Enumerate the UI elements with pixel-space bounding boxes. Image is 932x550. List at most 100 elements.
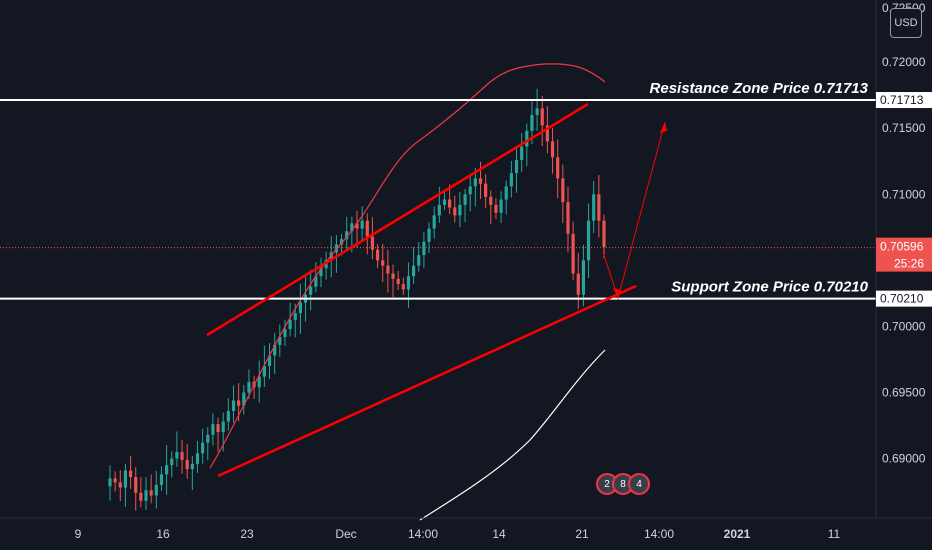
support-zone-label: Support Zone Price 0.70210 [671,279,868,296]
time-tick-label: 9 [75,527,82,541]
price-tick-label: 0.70000 [882,319,926,333]
candle-body [494,204,498,213]
last-price-tag-text: 0.70596 [880,240,924,254]
candle-body [458,204,462,216]
candle-body [561,178,565,203]
candle-body [473,178,477,187]
candle-body [571,233,575,274]
candle-body [226,410,230,422]
time-axis[interactable]: 9 16 23 Dec 14:00 14 21 14:00 2021 11 [0,517,932,541]
moving-averages-layer [209,63,606,521]
candle-body [525,130,529,147]
lower-trend-line [217,284,637,478]
bar-countdown-text: 25:26 [894,257,924,271]
candle-body [509,173,513,187]
candle-body [139,492,143,501]
upper-trend-line [206,102,589,337]
time-tick-label: 14:00 [644,527,674,541]
candle-body [453,207,457,216]
zone-lines-layer: Resistance Zone Price 0.71713 Support Zo… [0,80,876,300]
candle-body [499,199,503,213]
time-tick-label: 16 [156,527,170,541]
candle-body [360,220,364,229]
support-price-tag-text: 0.70210 [880,292,924,306]
candle-body [175,451,179,459]
price-tick-label: 0.71000 [882,187,926,201]
candle-body [484,183,488,197]
candle-body [566,202,570,234]
candle-body [267,355,272,367]
candle-body [206,434,210,443]
candle-body [514,159,519,174]
candle-body [314,276,318,287]
candle-body [602,220,606,248]
candle-body [432,215,436,229]
trend-lines-layer [206,102,667,478]
candle-body [545,125,549,142]
candle-body [345,231,349,240]
candle-body [262,366,266,377]
candle-body [128,470,133,478]
candle-body [597,194,601,221]
price-tick-label: 0.71500 [882,121,926,135]
candle-body [165,465,169,475]
candle-body [468,186,472,195]
candle-body [463,194,467,205]
candle-body [216,424,220,433]
candle-body [324,260,328,269]
candle-body [370,236,375,250]
candle-body [478,178,483,184]
event-flag-icon[interactable]: 4 [628,473,650,495]
candle-body [118,482,122,488]
candle-body [550,141,555,158]
candle-body [247,381,251,393]
candle-body [149,490,153,496]
time-tick-label: 11 [828,527,841,541]
candle-body [309,286,313,295]
time-tick-label: 23 [240,527,254,541]
last-price-tag [876,237,932,272]
candle-body [422,241,426,256]
economic-events[interactable]: 2 8 4 [596,473,650,495]
candle-body [144,490,148,501]
candle-body [231,400,236,411]
time-tick-label: 2021 [724,527,751,541]
moving-average-red [209,63,606,469]
currency-selector-button[interactable]: USD [890,8,922,38]
candle-body [592,194,596,221]
projection-arrow-mid-head [613,288,621,298]
price-tick-label: 0.72000 [882,55,926,69]
candle-body [113,478,117,483]
candle-body [170,458,174,466]
candle-body [293,313,297,320]
candle-body [221,421,225,433]
candle-body [427,228,431,242]
candle-body [339,239,344,245]
time-tick-label: 21 [575,527,589,541]
candle-body [489,196,493,205]
candle-body [406,276,411,290]
resistance-price-tag [876,92,932,109]
candle-body [211,424,215,435]
candle-body [586,220,591,261]
candle-body [375,249,380,261]
projection-arrow-head [660,122,667,133]
candle-body [185,459,189,470]
candle-body [123,470,128,488]
currency-label: USD [894,17,918,29]
candle-body [298,302,302,314]
candle-body [417,255,421,266]
candle-body [576,273,580,295]
candles-layer [108,88,606,511]
time-tick-label: 14 [492,527,506,541]
candle-body [283,329,287,337]
candle-body [504,186,508,200]
moving-average-white [419,349,606,521]
candle-body [273,344,277,356]
candle-body [540,108,544,126]
resistance-price-tag-text: 0.71713 [880,93,924,107]
candle-body [355,223,359,229]
candle-body [556,157,560,179]
